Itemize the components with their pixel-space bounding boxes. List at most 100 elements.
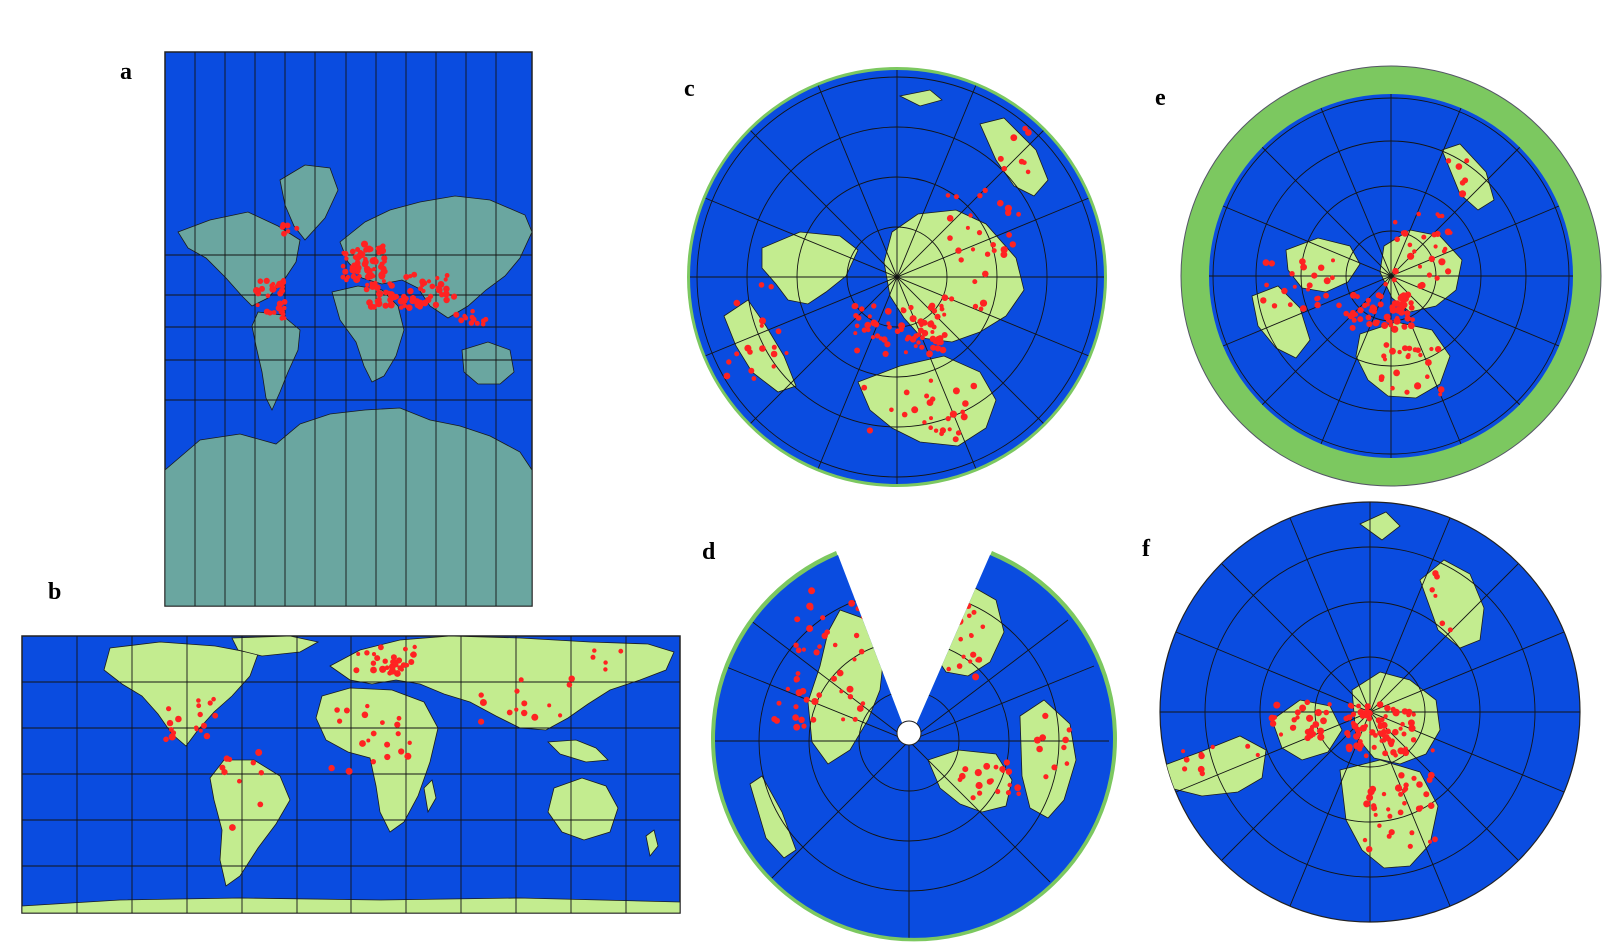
occurrence-point [1350,309,1356,316]
occurrence-point [1304,734,1311,742]
occurrence-point [858,648,865,655]
occurrence-point [1366,846,1373,853]
occurrence-point [811,698,819,705]
occurrence-point [193,725,199,731]
occurrence-point [380,720,385,725]
occurrence-point [1245,743,1251,749]
occurrence-point [1390,385,1395,391]
occurrence-point [806,625,814,632]
occurrence-point [1403,786,1409,792]
occurrence-point [903,389,910,396]
occurrence-point [1429,587,1435,593]
occurrence-point [1318,264,1325,271]
occurrence-point [1182,766,1188,772]
occurrence-point [257,801,264,808]
occurrence-point [905,334,912,341]
occurrence-point [1404,310,1411,317]
occurrence-point [372,256,378,262]
occurrence-point [367,271,375,279]
landmass-north-america-d [927,749,1013,813]
landmass-australia-d [749,775,797,859]
occurrence-point [887,324,892,330]
occurrence-point [1311,272,1318,279]
occurrence-point [930,344,937,351]
occurrence-point [1383,313,1391,321]
occurrence-point [479,699,487,706]
occurrence-point [1010,134,1018,142]
occurrence-point [1443,246,1448,252]
occurrence-point [279,224,286,230]
landmass-asia-f [1351,671,1441,765]
map-panel-e [1180,65,1602,487]
occurrence-point [590,654,596,660]
occurrence-point [384,741,391,748]
occurrence-points-c [723,125,1032,443]
occurrence-point [1327,702,1332,707]
occurrence-point [1377,721,1383,727]
landmass-new-zealand-b [645,829,659,857]
occurrence-point [965,225,970,230]
occurrence-point [970,795,976,801]
occurrence-point [478,692,484,698]
occurrence-point [531,713,539,721]
occurrence-point [1428,255,1436,263]
occurrence-point [926,656,931,661]
occurrence-point [1430,748,1435,753]
occurrence-point [370,660,377,666]
occurrence-point [867,314,872,319]
occurrence-point [1021,160,1027,166]
occurrence-points-b [163,644,624,831]
occurrence-point [956,663,963,669]
occurrence-point [370,730,377,737]
occurrence-point [861,384,868,391]
occurrence-point [1365,314,1372,321]
landmass-africa-c [857,355,997,447]
occurrence-point [751,376,757,381]
occurrence-point [961,654,966,659]
map-panel-c [687,67,1107,487]
occurrence-point [1299,704,1307,712]
occurrence-point [932,339,938,345]
occurrence-point [952,436,959,443]
occurrence-point [810,716,817,723]
occurrence-point [846,685,854,693]
map-panel-d [710,551,1117,942]
occurrence-point [952,387,960,395]
occurrence-point [1394,300,1401,307]
occurrence-point [1409,830,1415,836]
occurrence-point [771,716,778,723]
occurrence-point [926,628,934,635]
occurrence-point [881,336,888,343]
occurrence-point [1349,324,1356,331]
occurrence-point [946,215,954,222]
panel-label-f: f [1142,536,1150,562]
occurrence-point [1264,282,1269,288]
occurrence-point [813,649,820,656]
occurrence-point [257,278,264,285]
occurrence-point [1268,260,1275,267]
landmass-greenland-b [231,636,320,657]
occurrence-point [1356,703,1361,709]
occurrence-point [1394,306,1402,314]
occurrence-point [1412,347,1418,353]
occurrence-point [263,277,270,284]
occurrence-point [1373,812,1378,817]
occurrence-point [947,235,953,241]
occurrence-point [871,303,877,309]
occurrence-point [759,317,766,325]
occurrence-point [163,736,169,743]
occurrence-point [1416,211,1421,217]
occurrence-point [462,313,467,319]
occurrence-point [976,230,983,236]
occurrence-point [1005,768,1013,775]
occurrence-point [1375,292,1382,299]
occurrence-point [1371,744,1377,750]
occurrence-point [470,316,477,323]
occurrence-point [1375,319,1380,324]
occurrence-point [1381,353,1387,359]
occurrence-point [847,694,854,700]
occurrence-point [198,728,203,733]
graticule-e [1209,94,1573,458]
occurrence-point [203,732,211,740]
occurrence-point [776,700,782,706]
